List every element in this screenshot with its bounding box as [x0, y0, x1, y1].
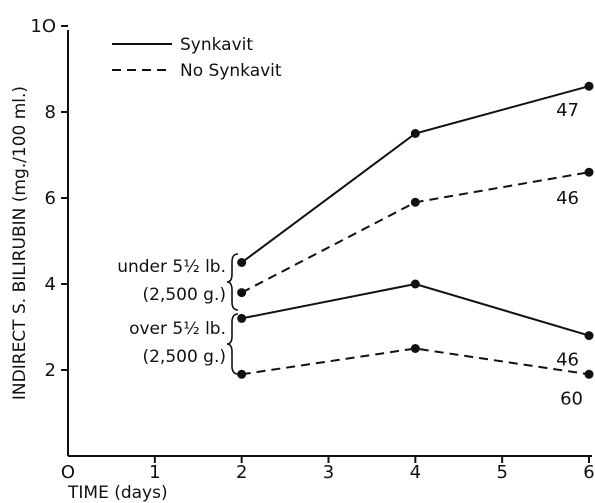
group-labels: under 5½ lb. (2,500 g.) over 5½ lb. (2,5… [117, 253, 239, 375]
data-point [410, 129, 420, 138]
data-point [410, 197, 420, 207]
x-tick-label: O [61, 462, 75, 483]
group-label-over-line2: (2,500 g.) [142, 347, 226, 367]
y-tick-label: 8 [45, 102, 56, 123]
y-tick-label: 1O [30, 16, 56, 37]
group-brace-under [226, 253, 239, 311]
data-point [584, 369, 594, 379]
series-line [241, 85, 590, 264]
x-tick-label: 2 [236, 462, 247, 483]
data-point [237, 313, 247, 323]
x-tick-label: 4 [410, 462, 421, 483]
data-point [584, 331, 594, 341]
x-axis-title: TIME (days) [67, 483, 168, 503]
y-tick-label: 4 [45, 274, 56, 295]
legend-label-synkavit: Synkavit [180, 35, 253, 55]
data-point [410, 344, 420, 353]
group-brace-over [226, 313, 239, 375]
data-point [410, 279, 420, 289]
series-line [241, 282, 590, 337]
data-point [584, 167, 594, 177]
axes [67, 30, 592, 457]
y-axis-title: INDIRECT S. BILIRUBIN (mg./100 ml.) [10, 86, 30, 400]
sample-size-label: 46 [556, 188, 579, 209]
sample-size-label: 47 [556, 100, 579, 121]
data-point [237, 288, 247, 298]
group-label-under-line1: under 5½ lb. [117, 257, 226, 277]
group-label-under-line2: (2,500 g.) [142, 285, 226, 305]
x-tick-label: 5 [496, 462, 507, 483]
legend-label-no-synkavit: No Synkavit [180, 61, 282, 81]
data-point [237, 258, 247, 267]
x-tick-label: 3 [323, 462, 334, 483]
data-point [584, 81, 594, 91]
data-point [237, 369, 247, 379]
series-line [241, 347, 590, 376]
sample-size-label: 46 [556, 350, 579, 371]
group-label-over-line1: over 5½ lb. [129, 319, 226, 339]
legend: Synkavit No Synkavit [112, 35, 282, 81]
y-tick-label: 6 [45, 188, 56, 209]
y-tick-label: 2 [45, 360, 56, 381]
sample-size-label: 60 [560, 388, 583, 409]
x-tick-label: 6 [583, 462, 594, 483]
series-group: 47 46 46 60 [237, 81, 594, 409]
x-tick-label: 1 [149, 462, 160, 483]
series-line [241, 171, 590, 294]
